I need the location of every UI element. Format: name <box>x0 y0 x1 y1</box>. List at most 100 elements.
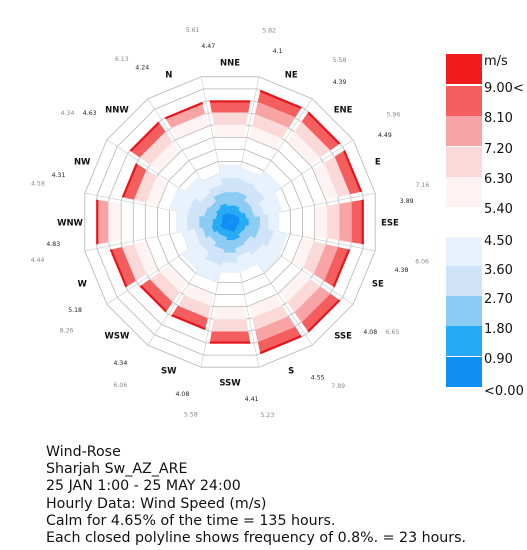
direction-labels: NE ENE E ESE SE SSE S SSW SW WSW W WNW NW NNW N NNE <box>57 59 399 389</box>
calm-band-NNE <box>226 205 234 222</box>
outer-value-label: 7.89 <box>331 383 345 390</box>
legend-swatch <box>446 237 482 267</box>
outer-value-label: 7.16 <box>416 182 430 189</box>
band-NNE <box>209 100 251 137</box>
calm-band-SSW <box>228 222 232 231</box>
calm-band-NNW <box>221 213 230 222</box>
outer-value-label: 5.96 <box>387 111 401 118</box>
outer-value-labels: 5.82 5.58 5.96 7.16 6.06 6.65 7.89 5.23 5.58 6.06… <box>31 27 430 419</box>
band-segment-N <box>164 101 206 128</box>
info-period: 25 JAN 1:00 - 25 MAY 24:00 <box>46 478 241 495</box>
band-NE <box>249 89 302 149</box>
band-SE <box>292 238 351 288</box>
band-segment-SE <box>313 244 339 281</box>
direction-label-SE: SE <box>372 280 384 290</box>
calm-band-NW <box>221 217 230 222</box>
outer-value-label: 6.06 <box>114 382 128 389</box>
inner-value-label: 4.39 <box>333 79 347 86</box>
band-segment-WSW <box>159 264 188 293</box>
band-segment-S <box>254 316 296 343</box>
band-segment-ESE <box>315 205 328 239</box>
band-WSW <box>139 264 188 313</box>
inner-value-label: 4.38 <box>395 267 409 274</box>
info-location: Sharjah Sw_AZ_ARE <box>46 461 188 478</box>
info-title: Wind-Rose <box>46 444 121 460</box>
calm-band-E <box>230 216 240 222</box>
calm-band-S <box>230 222 236 232</box>
legend-swatch <box>446 54 482 84</box>
band-edge-SW <box>171 314 206 331</box>
band-segment-SSE <box>301 293 341 333</box>
band-segment-W <box>109 246 136 288</box>
band-S <box>249 295 302 355</box>
legend-label: 3.60 <box>484 263 513 278</box>
outer-value-label: 4.34 <box>61 110 75 117</box>
outer-value-label: 5.23 <box>261 412 275 419</box>
band-edge-WSW <box>139 285 167 313</box>
calm-band-NE <box>230 213 235 222</box>
band-edge-S <box>260 335 302 355</box>
direction-label-W: W <box>78 280 88 290</box>
band-segment-ENE <box>294 121 331 158</box>
direction-label-NNW: NNW <box>105 105 129 115</box>
outer-value-label: 6.65 <box>386 329 400 336</box>
inner-value-label: 4.08 <box>176 391 190 398</box>
band-segment-NW <box>133 169 157 203</box>
band-edge-NNE <box>209 100 251 103</box>
legend-swatch <box>446 266 482 296</box>
band-segment-ESE <box>339 201 352 243</box>
legend-label: 2.70 <box>484 292 513 307</box>
band-edge-SSW <box>209 341 251 344</box>
legend-label: 7.20 <box>484 142 513 157</box>
band-segment-S <box>249 295 283 319</box>
outer-value-label: 5.82 <box>262 27 276 34</box>
calm-band-NNE <box>228 214 232 222</box>
info-data-type: Hourly Data: Wind Speed (m/s) <box>46 495 267 512</box>
legend-label: 4.50 <box>484 234 513 249</box>
chart-info: Wind-Rose Sharjah Sw_AZ_ARE 25 JAN 1:00 … <box>46 444 466 547</box>
band-segment-N <box>171 113 208 139</box>
band-segment-E <box>334 150 363 195</box>
inner-value-label: 5.18 <box>68 307 82 314</box>
band-segment-NNE <box>209 100 251 113</box>
band-edge-SSE <box>307 299 341 333</box>
band-segment-SSW <box>211 319 249 332</box>
legend-swatch <box>446 296 482 326</box>
band-segment-NE <box>249 125 283 149</box>
legend-label: 9.00< <box>484 81 524 96</box>
calm-band-WSW <box>222 222 230 230</box>
info-calm: Calm for 4.65% of the time = 135 hours. <box>46 512 336 529</box>
band-segment-WSW <box>139 279 173 313</box>
inner-value-label: 4.47 <box>201 43 215 50</box>
band-NNW <box>129 121 180 172</box>
calm-band-SE <box>230 222 238 227</box>
band-segment-NW <box>145 176 168 206</box>
band-segment-SW <box>171 305 208 331</box>
band-segment-NNW <box>129 121 166 158</box>
direction-label-SSW: SSW <box>219 379 241 389</box>
band-edge-WNW <box>96 199 99 245</box>
direction-label-WSW: WSW <box>104 332 129 342</box>
direction-label-E: E <box>375 157 381 167</box>
band-SW <box>171 284 214 331</box>
outer-value-label: 4.58 <box>31 180 45 187</box>
band-segment-NNW <box>149 141 180 172</box>
band-segment-SE <box>324 246 351 288</box>
band-segment-ENE <box>301 111 341 151</box>
band-edge-NNW <box>129 121 160 152</box>
band-edge-E <box>343 150 363 192</box>
band-segment-SSE <box>294 286 331 323</box>
band-segment-W <box>133 241 157 275</box>
inner-value-label: 4.1 <box>273 48 283 55</box>
outer-value-label: 8.26 <box>60 328 74 335</box>
band-segment-ESE <box>327 203 340 241</box>
band-segment-WNW <box>108 201 121 243</box>
band-segment-E <box>324 156 351 198</box>
calm-band-SSE <box>230 222 238 230</box>
outer-value-label: 6.06 <box>415 259 429 266</box>
inner-value-label: 4.34 <box>114 360 128 367</box>
direction-label-S: S <box>288 366 294 376</box>
band-segment-NE <box>254 101 296 128</box>
calm-band-ESE <box>230 220 240 224</box>
